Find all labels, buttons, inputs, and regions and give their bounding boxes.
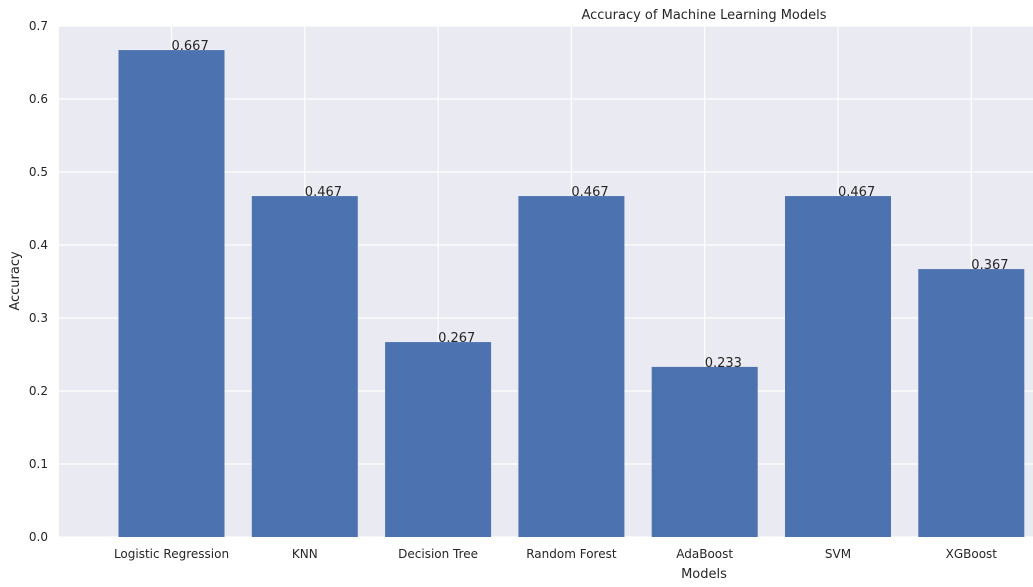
x-tick-label: Random Forest [526, 547, 617, 561]
bar-value-label: 0.467 [305, 185, 342, 200]
bar [651, 366, 758, 537]
bar-value-label: 0.367 [971, 258, 1008, 273]
bar-value-label: 0.233 [705, 356, 742, 371]
bar-value-label: 0.267 [438, 331, 475, 346]
x-tick-label: Decision Tree [398, 547, 478, 561]
y-tick-label: 0.4 [29, 238, 48, 252]
y-tick-label: 0.0 [29, 530, 48, 544]
bar-value-label: 0.467 [838, 185, 875, 200]
y-tick-label: 0.2 [29, 384, 48, 398]
x-tick-label: Logistic Regression [114, 547, 229, 561]
y-tick-label: 0.6 [29, 92, 48, 106]
bar-value-label: 0.467 [571, 185, 608, 200]
y-tick-label: 0.3 [29, 311, 48, 325]
bars [118, 50, 1025, 538]
x-tick-label: KNN [292, 547, 318, 561]
chart-title: Accuracy of Machine Learning Models [581, 8, 826, 23]
bar-value-label: 0.667 [172, 39, 209, 54]
bar [785, 196, 891, 537]
y-tick-label: 0.5 [29, 165, 48, 179]
x-tick-label: SVM [825, 547, 851, 561]
data-labels: 0.667 0.467 0.267 0.467 0.233 0.467 0.367 [172, 39, 1009, 371]
bar [118, 50, 225, 538]
y-tick-labels: 0.0 0.1 0.2 0.3 0.4 0.5 0.6 0.7 [29, 19, 48, 544]
y-tick-label: 0.7 [29, 19, 48, 33]
x-tick-labels: Logistic Regression KNN Decision Tree Rando… [114, 547, 997, 561]
bar [385, 342, 492, 537]
y-tick-label: 0.1 [29, 457, 48, 471]
y-axis-label: Accuracy [8, 251, 23, 311]
x-axis-label: Models [681, 567, 727, 582]
x-tick-label: XGBoost [946, 547, 998, 561]
bar [918, 269, 1025, 537]
x-tick-label: AdaBoost [676, 547, 733, 561]
bar [518, 196, 625, 537]
bar [251, 196, 358, 537]
